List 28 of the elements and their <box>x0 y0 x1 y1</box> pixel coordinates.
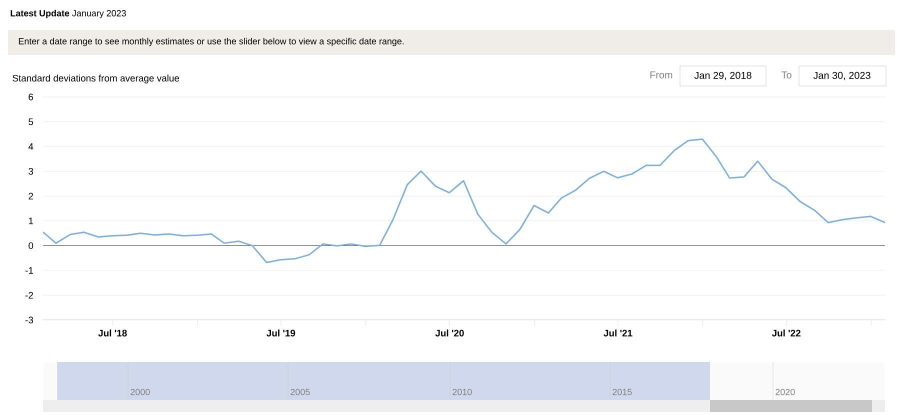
y-tick-label: 2 <box>28 192 34 200</box>
text: 2010 <box>452 388 472 396</box>
y-tick-label: 5 <box>28 118 34 126</box>
x-tick-label: Jul '21 <box>604 330 632 336</box>
text: 2005 <box>290 388 310 396</box>
text: Latest Update January 2023 <box>10 10 126 18</box>
y-tick-label: -2 <box>25 292 34 299</box>
text: 2020 <box>776 388 795 396</box>
text: From <box>650 72 672 78</box>
text: Jan 29, 2018 <box>694 72 752 80</box>
y-tick-label: -1 <box>25 267 34 274</box>
y-tick-label: 4 <box>28 143 34 150</box>
x-tick-label: Jul '20 <box>435 330 464 336</box>
y-tick-label: 6 <box>28 94 34 100</box>
y-tick-label: 1 <box>28 218 34 224</box>
text: Jan 30, 2023 <box>813 72 870 80</box>
line-series <box>43 138 886 264</box>
y-tick-label: 3 <box>28 168 34 175</box>
text: 2015 <box>612 388 632 396</box>
y-tick-label: 0 <box>28 242 34 250</box>
y-axis-title: Standard deviations from average value <box>12 74 180 84</box>
x-tick-label: Jul '18 <box>98 330 127 336</box>
x-tick-label: Jul '19 <box>266 330 296 336</box>
x-tick-label: Jul '22 <box>772 330 800 336</box>
text: To <box>782 72 792 78</box>
text: Enter a date range to see monthly estimates or use the slider below to view a specific date range. <box>18 38 404 46</box>
text: 2000 <box>130 388 150 396</box>
y-tick-label: -3 <box>25 316 34 324</box>
